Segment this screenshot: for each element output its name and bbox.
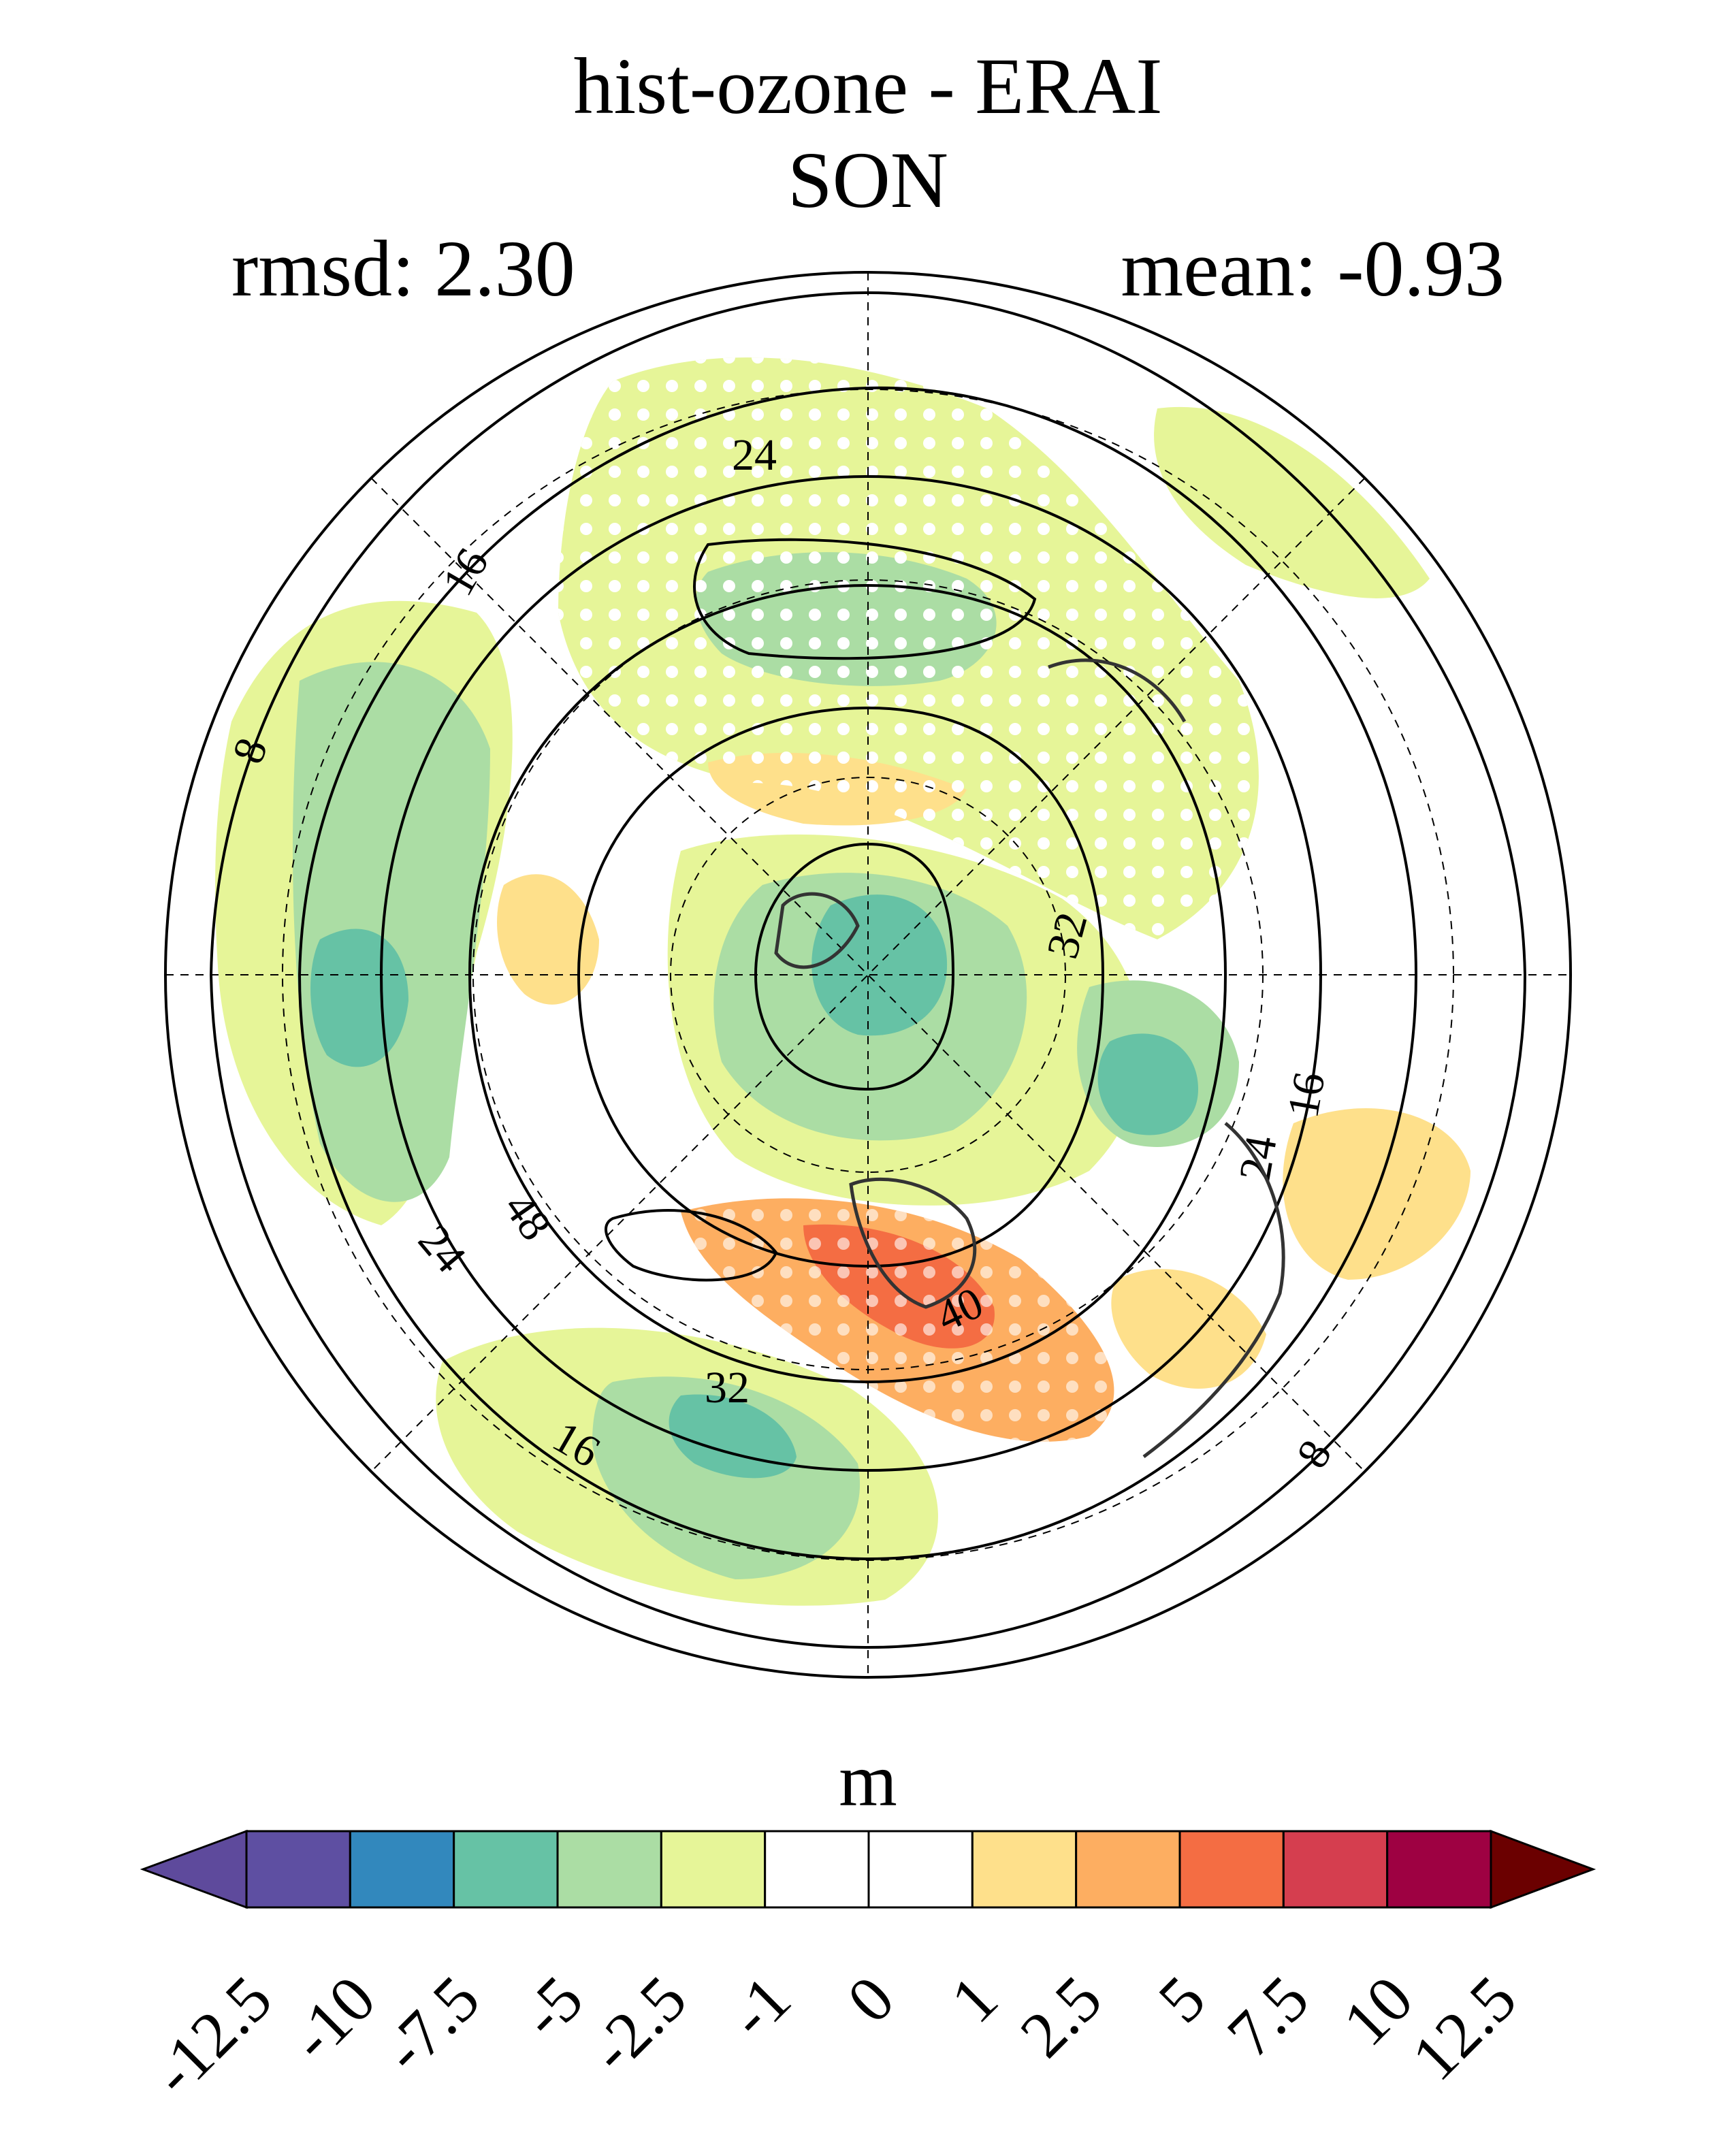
rmsd-label: rmsd: 2.30 [231, 224, 575, 313]
colorbar-cell [349, 1830, 455, 1909]
region-pole-teal [811, 894, 948, 1036]
colorbar [140, 1829, 1596, 1909]
contour-label: 24 [1229, 1132, 1286, 1185]
colorbar-tick-label: 1 [937, 1961, 1012, 2037]
colorbar-tick-label: 0 [833, 1961, 908, 2037]
colorbar-tick-label: -2.5 [575, 1961, 701, 2086]
colorbar-cell [764, 1830, 870, 1909]
region-atl-teal [669, 1394, 797, 1479]
map-title: hist-ozone - ERAI [573, 42, 1163, 131]
colorbar-min-extend [140, 1829, 248, 1909]
height-contours [209, 291, 1527, 1649]
colorbar-cell [660, 1830, 767, 1909]
colorbar-units: m [839, 1739, 897, 1822]
colorbar-cell [1386, 1830, 1492, 1909]
polar-map: 24 16 8 32 16 24 48 24 40 32 16 8 [164, 271, 1572, 1679]
colorbar-cell [556, 1830, 662, 1909]
map-boundary [164, 271, 1572, 1679]
colorbar-tick-label: -1 [713, 1961, 805, 2052]
region-pacific-green [293, 662, 490, 1202]
colorbar-cell [453, 1830, 559, 1909]
colorbar-cell [1075, 1830, 1181, 1909]
coastlines [774, 658, 1285, 1458]
season-label: SON [787, 135, 949, 225]
colorbar-tick-label: -7.5 [368, 1961, 494, 2086]
colorbar-max-extend [1490, 1829, 1596, 1909]
colorbar-tick-label: 5 [1144, 1961, 1219, 2037]
colorbar-cell [971, 1830, 1078, 1909]
contour-label: 32 [705, 1363, 750, 1413]
colorbar-tick-label: 2.5 [1006, 1961, 1116, 2071]
contour-label: 24 [732, 430, 777, 480]
region-pac-pos [497, 874, 599, 1005]
colorbar-cell [1282, 1830, 1389, 1909]
contour-label: 16 [1278, 1069, 1334, 1122]
colorbar-cell [245, 1830, 351, 1909]
colorbar-tick-label: 7.5 [1213, 1961, 1323, 2071]
colorbar-cell [1178, 1830, 1285, 1909]
colorbar-cell [867, 1830, 974, 1909]
mean-label: mean: -0.93 [1121, 224, 1505, 313]
region-me-pos [1111, 1269, 1266, 1389]
colorbar-tick-label: 12.5 [1398, 1961, 1530, 2095]
colorbar-tick-label: -10 [276, 1961, 389, 2075]
colorbar-tick-label: -12.5 [138, 1961, 286, 2110]
region-ne-teal [1097, 1033, 1198, 1135]
